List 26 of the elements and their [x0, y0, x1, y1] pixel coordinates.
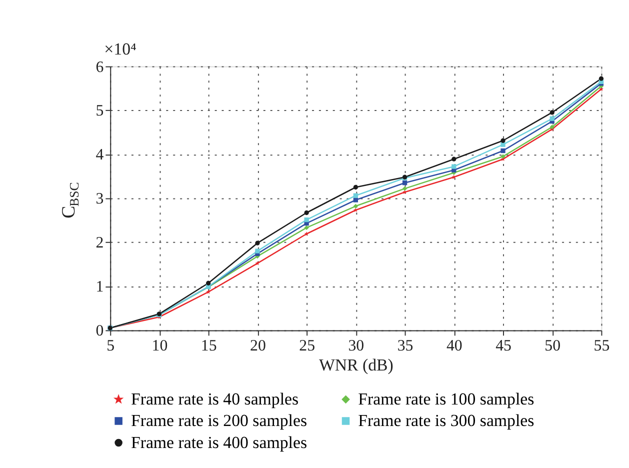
x-tick-label: 30 — [348, 338, 364, 355]
x-tick-label: 50 — [544, 338, 561, 355]
y-axis-title: CBSC — [58, 182, 82, 218]
x-tick-label: 20 — [250, 338, 266, 355]
x-tick-label: 55 — [594, 338, 610, 355]
legend-label: Frame rate is 100 samples — [358, 389, 534, 408]
x-tick-label: 35 — [397, 338, 414, 355]
y-tick-label: 5 — [96, 102, 104, 120]
y-tick-label: 2 — [96, 234, 104, 252]
x-axis-title: WNR (dB) — [318, 355, 394, 374]
legend-label: Frame rate is 400 samples — [130, 432, 308, 452]
x-tick-label: 10 — [152, 338, 168, 355]
legend-label: Frame rate is 200 samples — [130, 410, 308, 430]
y-tick-label: 4 — [96, 146, 104, 164]
legend-label: Frame rate is 40 samples — [130, 389, 299, 408]
x-tick-label: 25 — [299, 338, 316, 355]
text: ×10⁴ — [104, 39, 137, 58]
y-tick-label: 0 — [96, 322, 104, 340]
y-tick-label: 3 — [96, 190, 104, 208]
y-tick-label: 1 — [96, 278, 104, 296]
x-tick-label: 5 — [106, 338, 115, 355]
x-tick-label: 15 — [200, 338, 217, 355]
legend-label: Frame rate is 300 samples — [358, 410, 534, 430]
x-tick-label: 45 — [496, 338, 512, 355]
y-tick-label: 6 — [96, 58, 104, 76]
x-tick-label: 40 — [446, 338, 462, 355]
